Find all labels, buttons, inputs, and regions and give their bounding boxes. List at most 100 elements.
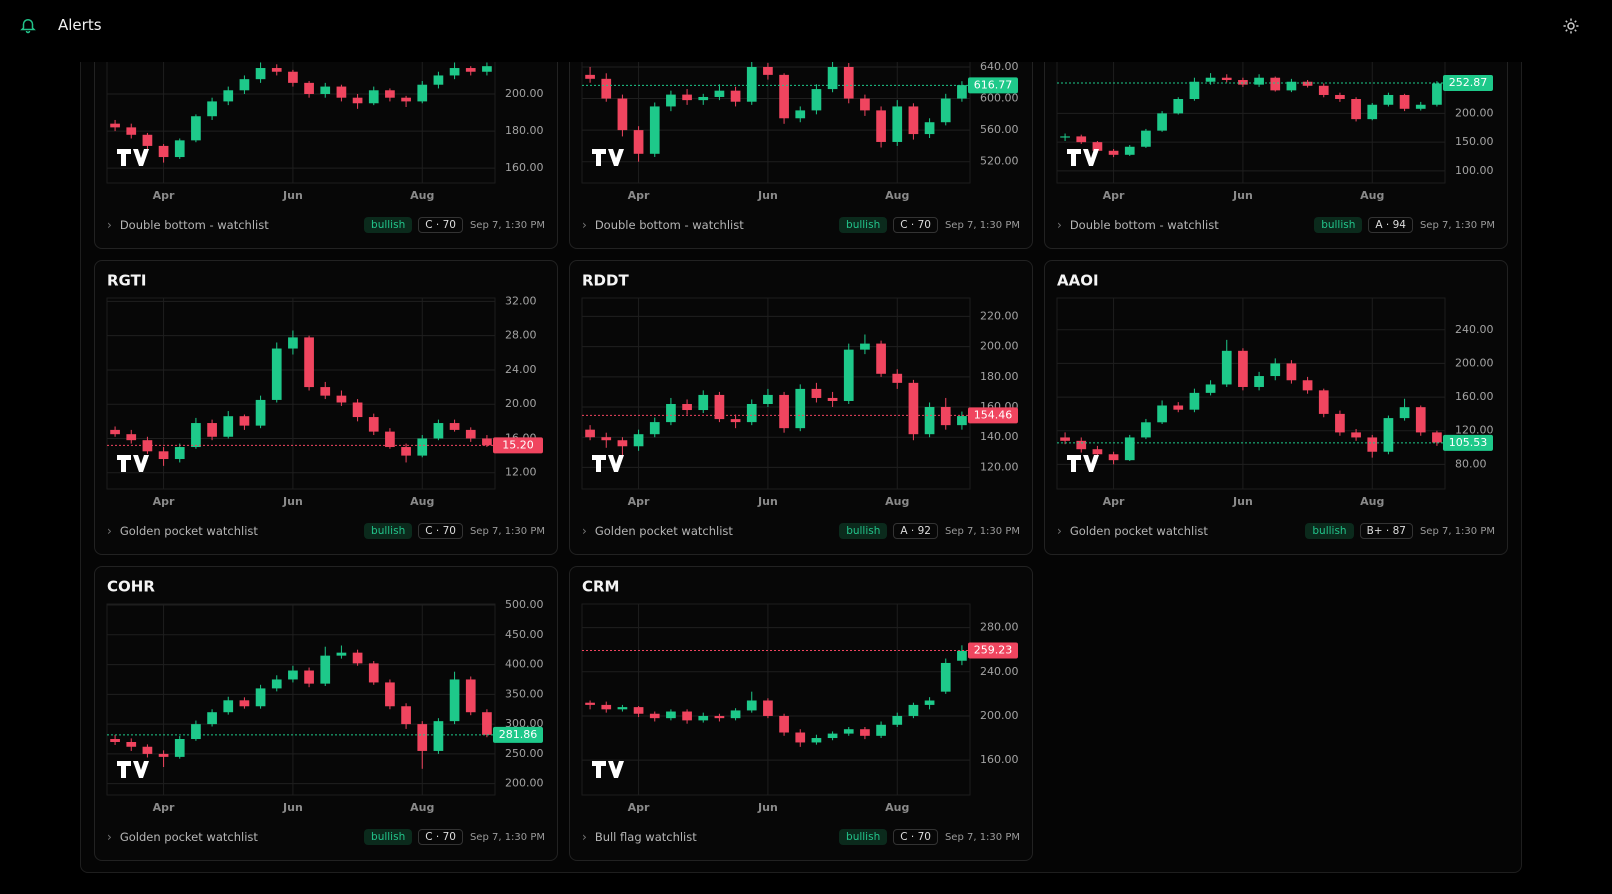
price-label: 252.87 — [1449, 76, 1488, 89]
candle-body — [698, 715, 709, 721]
y-tick-label: 240.00 — [1455, 323, 1494, 336]
price-tag — [968, 407, 1018, 424]
x-tick-label: Apr — [1103, 495, 1125, 508]
candle-body — [288, 337, 298, 349]
candle-body — [336, 86, 347, 98]
candle-body — [191, 116, 201, 141]
y-tick-label: 450.00 — [505, 628, 544, 641]
candle-body — [763, 66, 773, 75]
price-label: 105.53 — [1449, 436, 1488, 449]
candlestick-chart: 160.00 180.00 200.00 Apr Jun Aug — [106, 0, 544, 202]
candle-body — [924, 700, 935, 705]
candle-body — [617, 707, 628, 710]
candle-body — [1108, 454, 1119, 461]
candle-body — [730, 710, 741, 719]
candle-body — [1399, 94, 1410, 109]
candle-body — [223, 700, 234, 713]
candle-body — [1173, 99, 1184, 114]
candle-body — [617, 98, 628, 131]
candle-body — [1205, 384, 1216, 393]
candle-body — [908, 382, 919, 435]
candle-body — [585, 702, 595, 705]
y-tick-label: 300.00 — [505, 717, 544, 730]
candle-body — [401, 447, 411, 456]
y-tick-label: 12.00 — [505, 466, 537, 479]
y-tick-label: 200.00 — [505, 87, 544, 100]
alert-time: Sep 7, 1:30 PM — [944, 219, 1020, 231]
y-tick-label: 180.00 — [505, 124, 544, 137]
candle-body — [223, 90, 234, 102]
candle-body — [827, 66, 838, 90]
pattern-name: Golden pocket watchlist — [594, 524, 733, 538]
expand-chevron: › — [582, 218, 587, 232]
logo-glyph — [592, 761, 624, 778]
logo — [592, 761, 624, 778]
y-tick-label: 500.00 — [505, 598, 544, 611]
card-footer: › Golden pocket watchlist bullish C · 70 Sep… — [107, 521, 545, 541]
candle-body — [1254, 77, 1264, 85]
expand-chevron: › — [107, 218, 112, 232]
candle-body — [1173, 405, 1184, 410]
candle-body — [401, 706, 411, 725]
candle-body — [352, 97, 363, 104]
candle-body — [433, 75, 444, 85]
candle-body — [110, 739, 120, 742]
sentiment-badge: bullish — [1314, 217, 1363, 233]
logo — [1067, 455, 1099, 472]
candle-body — [811, 388, 822, 398]
candle-body — [304, 670, 314, 684]
logo — [117, 149, 149, 166]
logo — [117, 761, 149, 778]
candle-body — [449, 679, 460, 722]
candlestick-chart: COHR 200.00 250.00 300.00 350.00 400.00 450.00… — [106, 578, 544, 814]
expand-chevron: › — [582, 830, 587, 844]
x-tick-label: Aug — [885, 495, 909, 508]
candle-body — [957, 416, 967, 426]
theme-toggle[interactable] — [1562, 17, 1580, 35]
candle-body — [1157, 113, 1167, 131]
card-footer: › Golden pocket watchlist bullish C · 70 Sep… — [107, 827, 545, 847]
alert-card: RGTI12.0016.0020.0024.0028.0032.00AprJun… — [94, 260, 558, 555]
y-tick-label: 180.00 — [980, 370, 1019, 383]
candle-body — [417, 438, 428, 456]
candle-body — [1415, 407, 1426, 433]
pattern-name: Double bottom - watchlist — [594, 218, 744, 232]
y-tick-label: 160.00 — [505, 161, 544, 174]
candle-body — [1076, 136, 1087, 143]
alert-time: Sep 7, 1:30 PM — [469, 219, 545, 231]
x-tick-label: Apr — [628, 801, 650, 814]
grade-badge: A · 94 — [1368, 217, 1413, 233]
candle-body — [682, 403, 692, 411]
candle-body — [633, 707, 644, 714]
candle-body — [714, 394, 725, 420]
candle-body — [433, 423, 444, 439]
candle-body — [1415, 104, 1426, 109]
candle-body — [1221, 350, 1232, 385]
candle-body — [288, 71, 298, 83]
candle-body — [795, 110, 806, 119]
expand-chevron: › — [582, 524, 587, 538]
candle-body — [385, 90, 395, 98]
x-tick-label: Aug — [410, 801, 434, 814]
candle-body — [1238, 350, 1248, 387]
candle-body — [746, 66, 757, 102]
alert-time: Sep 7, 1:30 PM — [1419, 219, 1495, 231]
candle-body — [924, 122, 935, 135]
candle-body — [843, 349, 854, 401]
candle-body — [746, 403, 757, 423]
candle-body — [191, 423, 201, 448]
grade-badge: C · 70 — [893, 829, 938, 845]
candle-body — [207, 423, 217, 437]
y-tick-label: 200.00 — [980, 340, 1019, 353]
candle-body — [352, 402, 363, 418]
candle-body — [730, 90, 741, 102]
card-footer: › Golden pocket watchlist bullish A · 92 Sep… — [582, 521, 1020, 541]
pattern-name: Double bottom - watchlist — [119, 218, 269, 232]
logo-glyph — [592, 149, 624, 166]
grade-badge: B+ · 87 — [1359, 523, 1413, 539]
candle-body — [1383, 94, 1394, 105]
alert-time: Sep 7, 1:30 PM — [469, 831, 545, 843]
candle-body — [352, 652, 363, 664]
candle-body — [110, 123, 120, 128]
